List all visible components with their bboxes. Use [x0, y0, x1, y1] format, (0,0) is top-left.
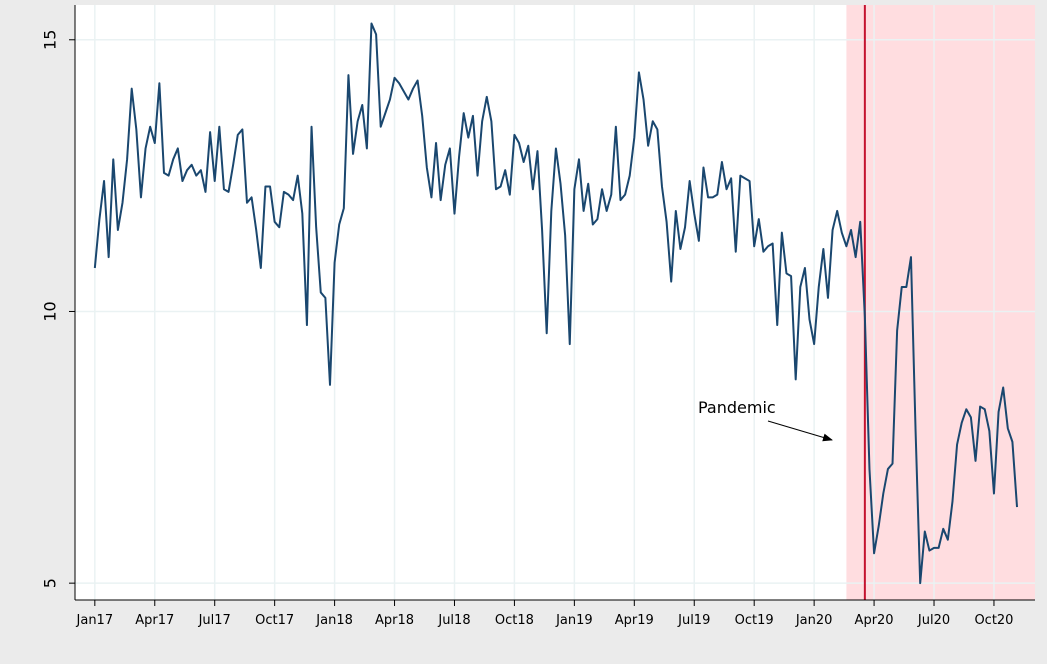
x-tick-label: Jul18 [437, 613, 470, 628]
annotation-arrow [767, 420, 833, 442]
x-tick-label: Jan20 [795, 613, 833, 628]
x-tick-label: Jan19 [555, 613, 593, 628]
x-tick-label: Apr19 [615, 613, 654, 628]
x-tick-label: Apr18 [375, 613, 414, 628]
y-tick-label: 15 [41, 30, 60, 50]
x-tick-label: Oct19 [735, 613, 774, 628]
series-line [93, 22, 1019, 585]
y-tick-label: 10 [41, 301, 60, 321]
annotation: Pandemic [698, 398, 776, 417]
x-tick-label: Apr17 [135, 613, 174, 628]
x-tick-label: Oct20 [974, 613, 1013, 628]
x-tick-label: Jul20 [917, 613, 950, 628]
y-tick-label: 5 [41, 578, 60, 588]
x-tick-label: Jan18 [315, 613, 353, 628]
x-tick-label: Apr20 [855, 613, 894, 628]
shaded-region [846, 5, 1035, 600]
x-tick-label: Jul19 [677, 613, 710, 628]
x-tick-label: Jul17 [198, 613, 231, 628]
x-tick-label: Oct17 [255, 613, 294, 628]
x-tick-label: Jan17 [76, 613, 114, 628]
x-tick-label: Oct18 [495, 613, 534, 628]
